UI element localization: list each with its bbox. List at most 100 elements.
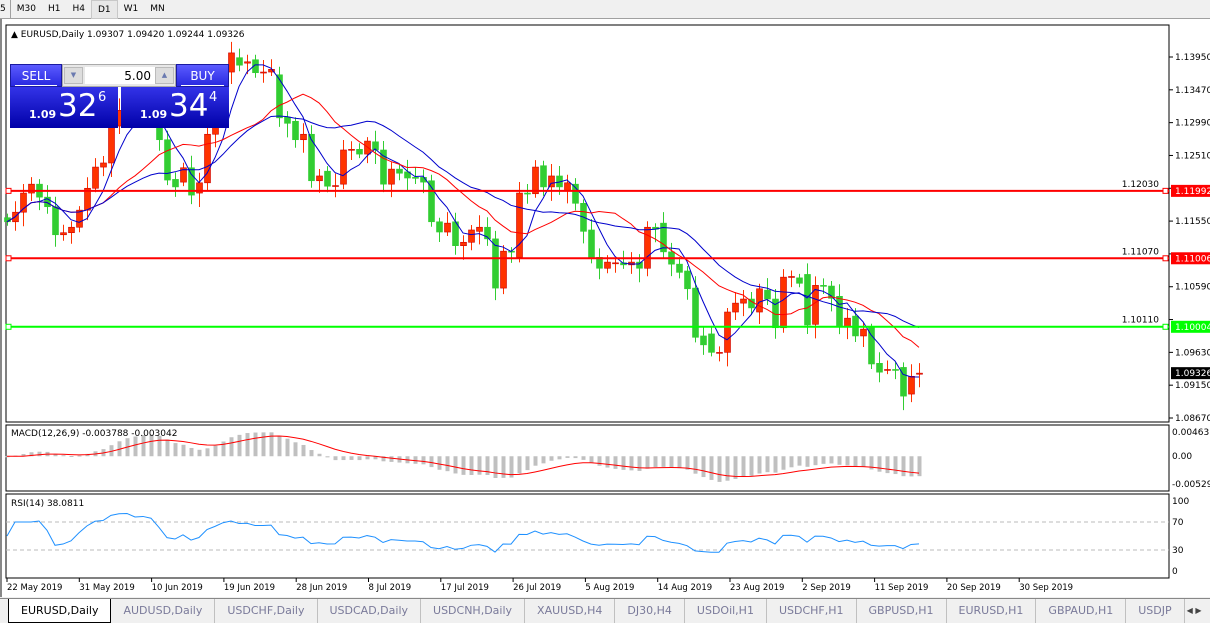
candle-body (516, 192, 523, 258)
timeframe-5[interactable]: 5 (0, 4, 6, 14)
macd-histogram-bar (597, 456, 602, 466)
line-handle (5, 255, 12, 262)
macd-histogram-bar (429, 456, 434, 468)
macd-histogram-bar (877, 456, 882, 472)
candle-body (356, 149, 363, 155)
chart-tab[interactable]: USDCAD,Daily (318, 599, 422, 623)
macd-histogram-bar (453, 456, 458, 474)
macd-histogram-bar (621, 456, 626, 470)
chart-tab[interactable]: USDCNH,Daily (421, 599, 526, 623)
line-handle (1162, 255, 1169, 262)
timeframe-w1[interactable]: W1 (123, 4, 139, 14)
timeframe-h1[interactable]: H1 (47, 4, 61, 14)
macd-histogram-bar (573, 456, 578, 459)
decrease-lot-icon[interactable]: ▼ (64, 67, 83, 84)
macd-histogram-bar (477, 456, 482, 475)
candle-body (276, 74, 283, 119)
chart-tab[interactable]: GBPAUD,H1 (1036, 599, 1127, 623)
macd-histogram-bar (853, 456, 858, 467)
candle-body (740, 298, 747, 304)
buy-button[interactable]: BUY (176, 64, 229, 87)
macd-histogram-bar (717, 456, 722, 482)
macd-histogram-bar (173, 443, 178, 457)
macd-histogram-bar (29, 452, 34, 457)
candle-body (588, 229, 595, 258)
macd-histogram-bar (685, 456, 690, 470)
sell-price[interactable]: 1.09 32 6 (10, 87, 118, 128)
timeframe-h4[interactable]: H4 (72, 4, 85, 14)
chart-tab[interactable]: USDOil,H1 (685, 599, 767, 623)
macd-histogram-bar (637, 456, 642, 471)
candle-body (780, 276, 787, 329)
price-tick-label: 1.08670 (1175, 414, 1210, 424)
buy-price-fraction: 4 (209, 90, 218, 105)
macd-histogram-bar (525, 456, 530, 471)
candle-body (532, 166, 539, 195)
line-handle (1162, 187, 1169, 194)
date-label: 31 May 2019 (79, 583, 134, 593)
chart-tab[interactable]: GBPUSD,H1 (857, 599, 947, 623)
chart-tab[interactable]: XAUUSD,H4 (525, 599, 616, 623)
macd-histogram-bar (237, 434, 242, 457)
price-tick-label: 1.12510 (1175, 151, 1210, 161)
macd-histogram-bar (589, 456, 594, 463)
rsi-tick-label: 30 (1172, 546, 1184, 556)
candle-body (460, 241, 467, 247)
price-tick-label: 1.09630 (1175, 348, 1210, 358)
candle-body (900, 367, 907, 397)
macd-histogram-bar (373, 456, 378, 460)
chart-tab[interactable]: AUDUSD,Daily (111, 599, 216, 623)
buy-price[interactable]: 1.09 34 4 (121, 87, 229, 128)
timeframe-mn[interactable]: MN (150, 4, 165, 14)
lot-size-input[interactable] (85, 67, 155, 84)
macd-histogram-bar (461, 456, 466, 475)
candle-body (660, 222, 667, 253)
timeframe-d1[interactable]: D1 (90, 0, 118, 19)
macd-histogram-bar (157, 435, 162, 457)
ma-mid-line (6, 93, 920, 348)
sell-button[interactable]: SELL (10, 64, 62, 87)
candle-body (204, 133, 211, 184)
macd-histogram-bar (869, 456, 874, 470)
macd-histogram-bar (845, 456, 850, 466)
candle-body (836, 295, 843, 328)
date-label: 8 Jul 2019 (369, 583, 412, 593)
chart-tab[interactable]: EURUSD,H1 (947, 599, 1037, 623)
macd-histogram-bar (749, 456, 754, 476)
timeframe-m30[interactable]: M30 (9, 0, 42, 19)
tab-scroll-arrows-icon[interactable]: ◀ ▶ (1186, 606, 1202, 615)
candle-body (884, 369, 891, 371)
price-tick-label: 1.09150 (1175, 381, 1210, 391)
price-tick-label: 1.12990 (1175, 119, 1210, 129)
macd-histogram-bar (325, 456, 330, 458)
current-price-label: 1.09326 (1175, 369, 1210, 379)
chart-tab[interactable]: DJ30,H4 (615, 599, 685, 623)
macd-histogram-bar (661, 456, 666, 467)
chart-tab[interactable]: EURUSD,Daily (8, 599, 112, 623)
price-label-bg (1171, 184, 1210, 197)
ma-slow-line (6, 115, 920, 329)
chart-window[interactable]: 1.13950 1.13470 1.12990 1.12510 1.12030 1.115… (0, 19, 1210, 597)
macd-histogram-bar (245, 433, 250, 457)
macd-histogram-bar (61, 455, 66, 457)
price-tick-label: 1.11070 (1122, 247, 1159, 257)
chart-tab[interactable]: USDJP (1126, 599, 1185, 623)
chart-tab[interactable]: USDCHF,Daily (215, 599, 318, 623)
chart-tab[interactable]: USDCHF,H1 (767, 599, 857, 623)
candle-body (636, 261, 643, 269)
macd-histogram-bar (741, 456, 746, 478)
macd-histogram-bar (485, 456, 490, 475)
macd-histogram-bar (197, 449, 202, 457)
candle-body (548, 175, 555, 188)
date-label: 17 Jul 2019 (441, 583, 489, 593)
date-label: 14 Aug 2019 (658, 583, 712, 593)
chart-tabs: EURUSD,Daily AUDUSD,Daily USDCHF,Daily USDC… (0, 598, 1210, 623)
candle-body (372, 141, 379, 151)
rsi-tick-label: 0 (1172, 567, 1178, 577)
macd-histogram-bar (141, 435, 146, 457)
macd-histogram-bar (261, 432, 266, 457)
increase-lot-icon[interactable]: ▲ (155, 67, 174, 84)
candle-body (236, 57, 243, 66)
horizontal-line-price: 1.11006 (1175, 254, 1210, 264)
candle-body (300, 133, 307, 141)
